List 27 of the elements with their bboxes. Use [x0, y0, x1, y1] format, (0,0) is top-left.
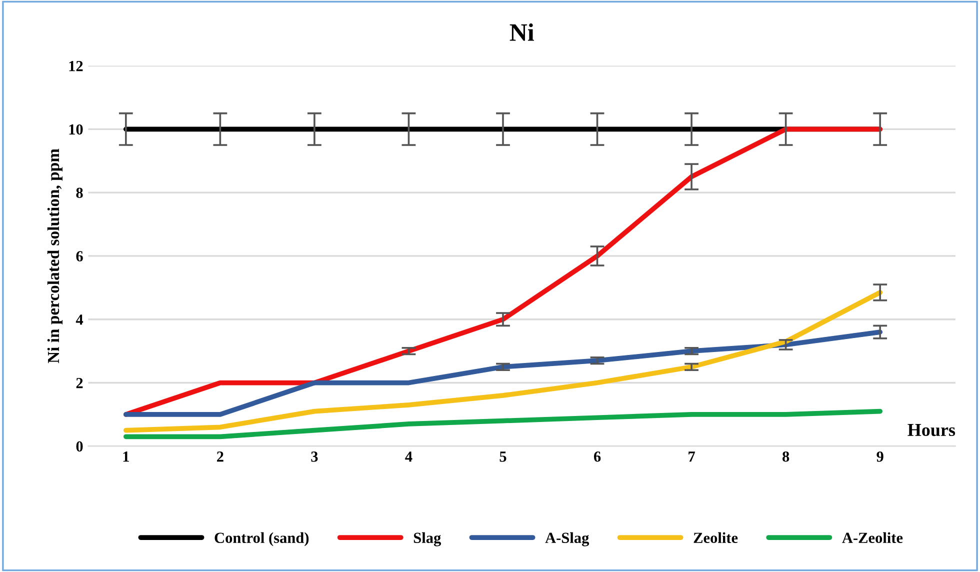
y-axis-title: Ni in percolated solution, ppm: [47, 148, 63, 364]
legend-label: Control (sand): [214, 532, 309, 546]
line-series: [123, 330, 883, 417]
x-tick-label: 4: [405, 452, 412, 462]
x-tick-label: 1: [123, 452, 129, 462]
x-tick-label: 3: [311, 452, 318, 462]
x-tick-label: 2: [217, 452, 224, 462]
line-series: [123, 408, 883, 440]
y-tick-label: 6: [76, 251, 83, 262]
legend-label: Slag: [414, 532, 442, 546]
y-tick-label: 2: [76, 378, 83, 388]
y-tick-label: 0: [76, 441, 83, 452]
x-tick-label: 8: [782, 451, 790, 462]
y-tick-label: 10: [69, 124, 83, 135]
x-tick-label: 6: [594, 452, 601, 462]
legend-label: A-Slag: [545, 532, 590, 546]
x-tick-label: 9: [876, 452, 884, 462]
x-tick-label: 7: [688, 452, 695, 462]
y-tick-label: 12: [69, 60, 83, 72]
legend-label: Zeolite: [694, 532, 738, 544]
line-series: [123, 290, 883, 433]
x-axis-title: Hours: [908, 424, 956, 436]
chart-title: Ni: [510, 23, 534, 41]
legend-label: A-Zeolite: [842, 532, 903, 544]
y-tick-label: 4: [76, 314, 84, 325]
y-tick-label: 8: [76, 188, 83, 198]
x-tick-label: 5: [500, 452, 506, 462]
